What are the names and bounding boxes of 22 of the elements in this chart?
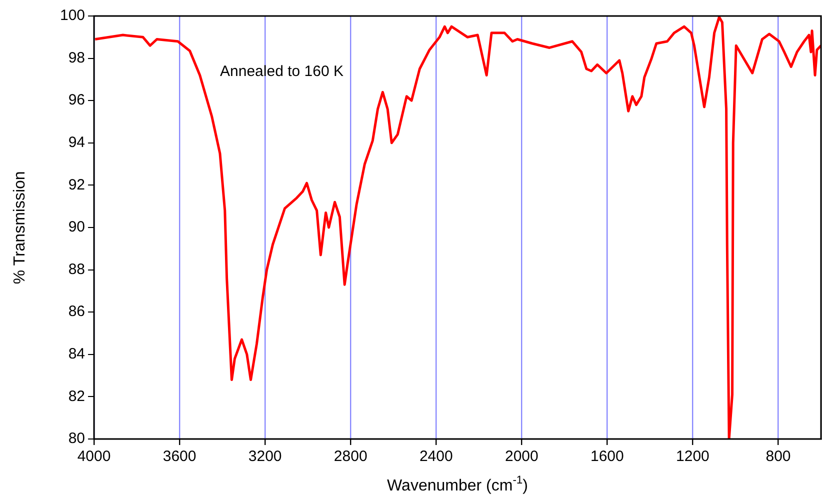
x-tick-label: 2000 (504, 448, 538, 466)
y-tick-label: 92 (68, 176, 86, 194)
y-tick-label: 88 (68, 260, 86, 278)
annotation: Annealed to 160 K (220, 63, 344, 80)
y-tick-label: 98 (68, 49, 86, 66)
y-tick-label: 86 (68, 303, 86, 320)
y-axis-title: % Transmission (11, 171, 28, 284)
y-tick-label: 80 (68, 430, 86, 448)
y-tick-label: 94 (68, 134, 86, 152)
x-tick-label: 1600 (590, 448, 624, 466)
x-tick-label: 2400 (419, 448, 453, 466)
y-tick-label: 82 (68, 388, 86, 405)
y-tick-label: 96 (68, 92, 86, 109)
y-tick-label: 84 (68, 346, 86, 363)
y-tick-label: 100 (60, 7, 86, 24)
x-tick-label: 3200 (248, 448, 282, 466)
x-tick-label: 2800 (334, 448, 368, 466)
x-tick-label: 4000 (77, 448, 111, 466)
x-tick-label: 3600 (162, 448, 196, 466)
x-tick-label: 800 (766, 448, 791, 466)
y-tick-label: 90 (68, 218, 86, 236)
x-tick-label: 1200 (676, 448, 710, 466)
